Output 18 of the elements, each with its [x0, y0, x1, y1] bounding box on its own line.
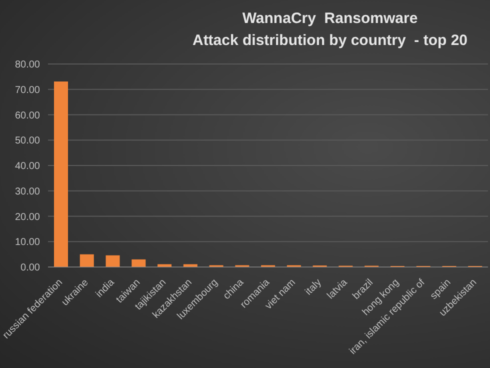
y-tick-label: 70.00 [14, 84, 40, 96]
bar [80, 254, 94, 267]
y-tick-label: 40.00 [14, 161, 40, 172]
bar [183, 264, 198, 267]
chart-title: WannaCry Ransomware [241, 9, 419, 29]
y-tick-label: 20.00 [14, 212, 40, 223]
y-tick-label: 50.00 [14, 136, 40, 147]
bar [158, 264, 172, 267]
bar [106, 255, 120, 267]
chart-subtitle: Attack distribution by country - top 20 [191, 31, 469, 51]
y-tick-label: 0.00 [20, 262, 40, 274]
y-tick-label: 30.00 [14, 186, 40, 198]
bar [54, 82, 68, 267]
y-tick-label: 80.00 [14, 60, 40, 71]
y-tick-label: 60.00 [14, 110, 40, 122]
bar [132, 259, 146, 267]
x-tick-label: italy [303, 277, 324, 298]
y-tick-label: 10.00 [14, 237, 40, 248]
